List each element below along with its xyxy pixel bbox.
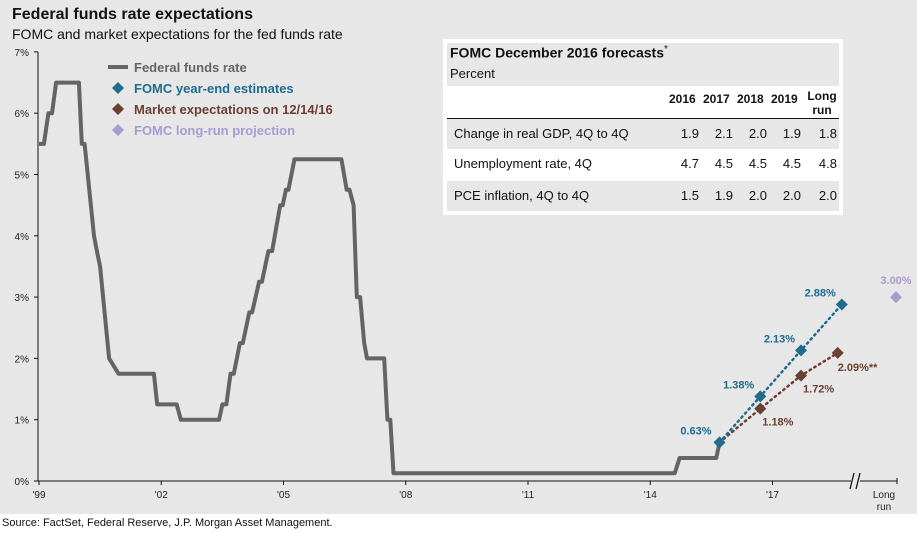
axis-break-mark (855, 472, 861, 490)
market-data-label: 2.09%** (838, 362, 878, 374)
table-cell: 1.9 (782, 126, 801, 141)
column-header: 2016 (669, 92, 696, 106)
y-tick-label: 7% (15, 48, 30, 59)
long-run-projection-marker (890, 291, 902, 304)
y-tick-label: 6% (15, 109, 30, 120)
fomc-data-label: 2.13% (764, 333, 795, 345)
table-header-band (447, 43, 839, 86)
legend-label: Market expectations on 12/14/16 (134, 102, 333, 117)
table-cell: 4.5 (714, 156, 733, 171)
fomc-estimate-marker (795, 344, 808, 357)
fomc-estimate-marker (713, 436, 726, 449)
market-expectations-dotted-line (718, 351, 839, 444)
axes: 0% 1% 2% 3% 4% 5% 6% 7% '99 '02 '05 '08 '11 '14 '17 Lon… (15, 48, 898, 513)
row-label: Change in real GDP, 4Q to 4Q (454, 126, 629, 141)
y-tick-label: 0% (15, 477, 30, 488)
table-cell: 2.0 (818, 188, 837, 203)
x-tick-label: '11 (522, 490, 535, 501)
source-note: Source: FactSet, Federal Reserve, J.P. M… (2, 517, 333, 529)
column-header: 2018 (737, 92, 764, 106)
table-cell: 1.8 (818, 126, 837, 141)
row-label: PCE inflation, 4Q to 4Q (454, 188, 590, 203)
x-tick-label-long: Long (873, 490, 895, 501)
table-title-footnote-mark: * (664, 44, 668, 55)
table-cell: 1.5 (680, 188, 699, 203)
table-title: FOMC December 2016 forecasts* (450, 44, 668, 61)
market-data-label: 1.18% (762, 417, 793, 429)
table-title-text: FOMC December 2016 forecasts (450, 44, 664, 61)
table-row: Change in real GDP, 4Q to 4Q 1.9 2.1 2.0 1.9… (447, 119, 839, 149)
y-tick-label: 4% (15, 232, 30, 243)
chart-svg: 0% 1% 2% 3% 4% 5% 6% 7% '99 '02 '05 '08 '11 '14 '17 Lon… (15, 48, 912, 513)
long-run-data-label: 3.00% (880, 275, 911, 287)
column-header-long-run: Long run (805, 89, 839, 117)
series-layer: 0.63% 1.38% 2.13% 2.88% 1.18% 1.72% 2.09%** 3.0… (39, 80, 912, 476)
table-header-rule (447, 118, 839, 119)
table-cell: 2.0 (782, 188, 801, 203)
x-tick-label: '08 (399, 490, 412, 501)
y-tick-label: 1% (15, 416, 30, 427)
market-expectation-marker (795, 369, 808, 382)
table-cell: 1.9 (680, 126, 699, 141)
table-cell: 2.0 (748, 126, 767, 141)
forecast-table: FOMC December 2016 forecasts* Percent 20… (443, 39, 843, 215)
x-tick-label: '17 (766, 490, 779, 501)
table-cell: 4.5 (782, 156, 801, 171)
x-tick-label: '02 (155, 490, 168, 501)
row-label: Unemployment rate, 4Q (454, 156, 593, 171)
legend-diamond-icon (112, 82, 124, 94)
fed-funds-rate-line (39, 80, 722, 476)
x-tick-label: '05 (277, 490, 290, 501)
fomc-data-label: 1.38% (723, 379, 754, 391)
table-cell: 1.9 (714, 188, 733, 203)
chart-title: Federal funds rate expectations (12, 6, 253, 23)
x-tick-label: '99 (32, 490, 45, 501)
legend-diamond-icon (112, 103, 124, 115)
table-cell: 4.8 (818, 156, 837, 171)
y-tick-label: 3% (15, 293, 30, 304)
x-tick-label-run: run (877, 502, 891, 513)
y-tick-label: 5% (15, 171, 30, 182)
table-cell: 4.7 (680, 156, 699, 171)
legend-label: FOMC long-run projection (134, 123, 295, 138)
long-run-line1: Long (807, 89, 837, 103)
fomc-dotted-line (718, 303, 844, 444)
axis-break-mark (849, 472, 855, 490)
legend-diamond-icon (112, 124, 124, 136)
table-cell: 4.5 (748, 156, 767, 171)
table-row: PCE inflation, 4Q to 4Q 1.5 1.9 2.0 2.0 2.0 (447, 181, 839, 211)
market-data-label: 1.72% (803, 384, 834, 396)
table-unit: Percent (450, 66, 495, 81)
legend-label: FOMC year-end estimates (134, 81, 294, 96)
column-header: 2019 (771, 92, 798, 106)
market-expectation-marker (754, 402, 767, 415)
x-tick-label: '14 (644, 490, 657, 501)
y-tick-label: 2% (15, 354, 30, 365)
long-run-line2: run (812, 103, 832, 117)
fomc-estimate-marker (754, 390, 767, 403)
table-cell: 2.1 (714, 126, 733, 141)
market-expectation-marker (831, 346, 844, 359)
chart-subtitle: FOMC and market expectations for the fed… (12, 26, 343, 42)
legend-label: Federal funds rate (134, 60, 247, 75)
table-row: Unemployment rate, 4Q 4.7 4.5 4.5 4.5 4.8 (447, 149, 839, 179)
fomc-estimate-marker (835, 298, 848, 311)
column-header: 2017 (703, 92, 730, 106)
fomc-data-label: 2.88% (805, 287, 836, 299)
fomc-data-label: 0.63% (680, 425, 711, 437)
table-cell: 2.0 (748, 188, 767, 203)
legend: Federal funds rate FOMC year-end estimate… (108, 60, 333, 138)
